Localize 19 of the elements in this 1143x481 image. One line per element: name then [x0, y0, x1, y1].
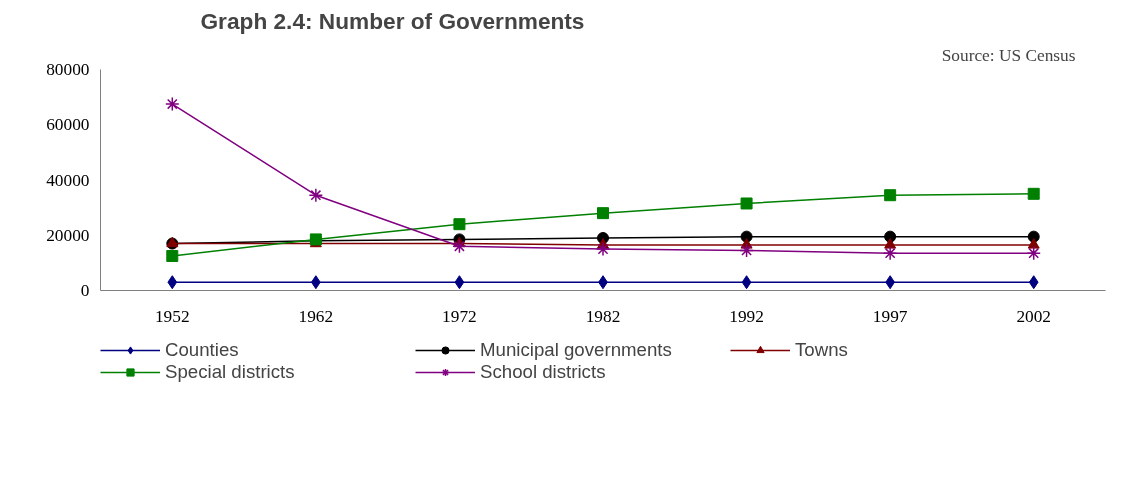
- x-tick-label: 2002: [1016, 306, 1052, 326]
- y-tick-label: 40000: [46, 170, 90, 190]
- x-tick-label: 1952: [154, 306, 190, 326]
- chart-title: Graph 2.4: Number of Governments: [200, 7, 585, 34]
- y-tick-label: 0: [80, 281, 90, 300]
- y-tick-label: 60000: [46, 115, 90, 135]
- legend-label: School districts: [480, 361, 607, 383]
- x-tick-label: 1997: [872, 306, 908, 326]
- source-note: Source: US Census: [941, 45, 1076, 65]
- x-tick-label: 1992: [729, 306, 764, 326]
- legend-label: Counties: [165, 339, 240, 361]
- x-tick-label: 1962: [298, 306, 334, 326]
- legend-label: Municipal governments: [480, 339, 673, 361]
- y-tick-label: 80000: [46, 60, 90, 79]
- x-tick-label: 1972: [442, 306, 477, 326]
- y-tick-label: 20000: [46, 225, 90, 245]
- legend-label: Special districts: [165, 361, 296, 383]
- x-tick-label: 1982: [585, 306, 621, 326]
- legend-label: Towns: [795, 339, 849, 361]
